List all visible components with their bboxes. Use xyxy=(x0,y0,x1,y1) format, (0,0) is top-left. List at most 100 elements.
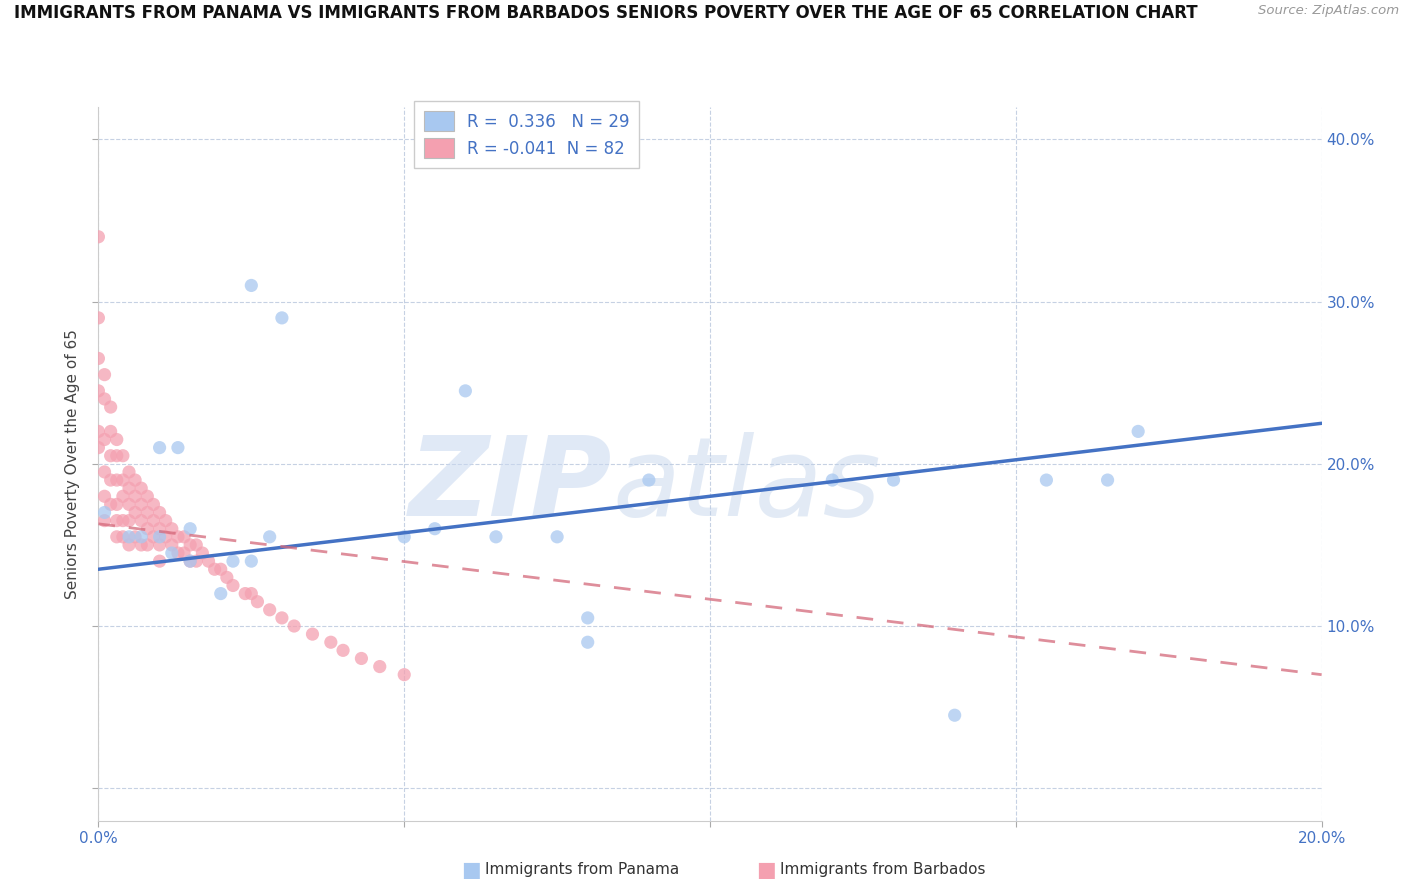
Point xyxy=(270,310,292,325)
Point xyxy=(100,473,122,487)
Point xyxy=(93,489,115,503)
Point xyxy=(118,514,141,528)
Point xyxy=(191,546,214,560)
Point xyxy=(149,530,172,544)
Point xyxy=(124,530,146,544)
Text: ZIP: ZIP xyxy=(409,432,612,539)
Point xyxy=(179,522,201,536)
Point xyxy=(576,635,599,649)
Point xyxy=(93,368,115,382)
Point xyxy=(485,530,508,544)
Text: IMMIGRANTS FROM PANAMA VS IMMIGRANTS FROM BARBADOS SENIORS POVERTY OVER THE AGE : IMMIGRANTS FROM PANAMA VS IMMIGRANTS FRO… xyxy=(14,4,1198,22)
Point xyxy=(149,522,172,536)
Text: ■: ■ xyxy=(461,860,481,880)
Point xyxy=(142,514,165,528)
Point xyxy=(186,554,208,568)
Point xyxy=(319,635,342,649)
Point xyxy=(160,538,183,552)
Point xyxy=(259,603,281,617)
Point xyxy=(454,384,477,398)
Point xyxy=(149,538,172,552)
Point xyxy=(93,465,115,479)
Point xyxy=(100,497,122,511)
Point xyxy=(149,554,172,568)
Point xyxy=(392,667,416,681)
Point xyxy=(943,708,966,723)
Point xyxy=(423,522,446,536)
Point xyxy=(87,310,110,325)
Point xyxy=(160,522,183,536)
Point xyxy=(155,530,177,544)
Point xyxy=(173,546,195,560)
Point xyxy=(129,514,152,528)
Point xyxy=(149,441,172,455)
Point xyxy=(111,449,134,463)
Point xyxy=(209,562,232,576)
Point xyxy=(129,530,152,544)
Text: ■: ■ xyxy=(756,860,776,880)
Point xyxy=(118,538,141,552)
Point xyxy=(142,530,165,544)
Point xyxy=(136,538,159,552)
Point xyxy=(136,522,159,536)
Text: Immigrants from Barbados: Immigrants from Barbados xyxy=(780,863,986,877)
Point xyxy=(209,586,232,600)
Point xyxy=(87,229,110,244)
Point xyxy=(1097,473,1119,487)
Point xyxy=(100,425,122,439)
Point xyxy=(100,400,122,414)
Point xyxy=(222,554,245,568)
Point xyxy=(93,514,115,528)
Point xyxy=(105,497,128,511)
Point xyxy=(186,538,208,552)
Point xyxy=(93,506,115,520)
Point xyxy=(332,643,354,657)
Point xyxy=(240,554,263,568)
Point xyxy=(124,506,146,520)
Point xyxy=(576,611,599,625)
Text: atlas: atlas xyxy=(612,432,880,539)
Point xyxy=(87,441,110,455)
Point xyxy=(87,351,110,366)
Point xyxy=(179,554,201,568)
Point xyxy=(136,489,159,503)
Point xyxy=(179,554,201,568)
Point xyxy=(111,514,134,528)
Text: Immigrants from Panama: Immigrants from Panama xyxy=(485,863,679,877)
Point xyxy=(155,514,177,528)
Point xyxy=(105,514,128,528)
Y-axis label: Seniors Poverty Over the Age of 65: Seniors Poverty Over the Age of 65 xyxy=(65,329,80,599)
Point xyxy=(883,473,905,487)
Point xyxy=(105,473,128,487)
Point xyxy=(105,449,128,463)
Point xyxy=(100,449,122,463)
Point xyxy=(240,278,263,293)
Point xyxy=(118,530,141,544)
Point xyxy=(270,611,292,625)
Point xyxy=(111,473,134,487)
Point xyxy=(1128,425,1150,439)
Point xyxy=(87,425,110,439)
Point xyxy=(259,530,281,544)
Point xyxy=(215,570,238,584)
Point xyxy=(149,506,172,520)
Point xyxy=(118,465,141,479)
Point xyxy=(167,530,190,544)
Point xyxy=(546,530,568,544)
Text: Source: ZipAtlas.com: Source: ZipAtlas.com xyxy=(1258,4,1399,18)
Point xyxy=(111,530,134,544)
Point xyxy=(283,619,305,633)
Point xyxy=(93,433,115,447)
Point xyxy=(204,562,226,576)
Point xyxy=(179,538,201,552)
Point xyxy=(1035,473,1057,487)
Point xyxy=(167,441,190,455)
Point xyxy=(167,546,190,560)
Point xyxy=(197,554,219,568)
Point xyxy=(160,546,183,560)
Point xyxy=(637,473,661,487)
Point xyxy=(118,497,141,511)
Point xyxy=(821,473,844,487)
Legend: R =  0.336   N = 29, R = -0.041  N = 82: R = 0.336 N = 29, R = -0.041 N = 82 xyxy=(413,101,640,169)
Point xyxy=(129,497,152,511)
